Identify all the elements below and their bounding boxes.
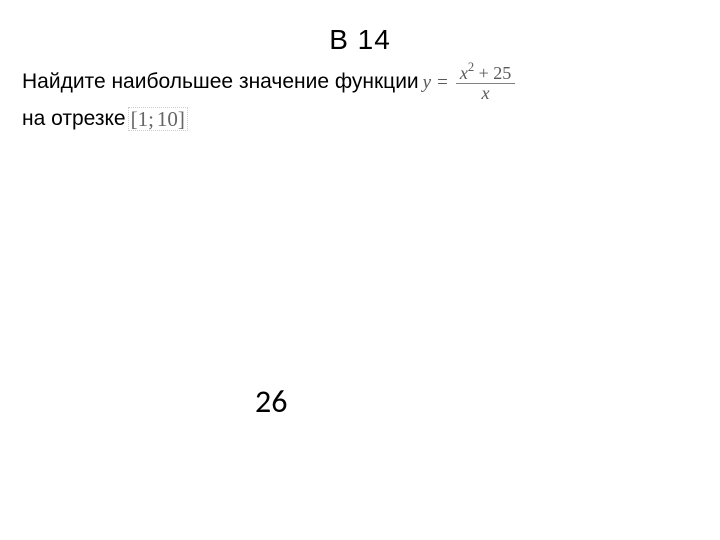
formula-equals: = bbox=[437, 70, 448, 96]
formula-numerator: x2 + 25 bbox=[456, 62, 515, 84]
problem-text-1: Найдите наибольшее значение функции bbox=[22, 68, 419, 96]
problem-statement: Найдите наибольшее значение функции y = … bbox=[22, 62, 700, 133]
interval-open: [ bbox=[131, 109, 138, 130]
numerator-rest: + 25 bbox=[474, 63, 511, 83]
interval: [1;10] bbox=[128, 107, 188, 131]
answer-value: 26 bbox=[255, 382, 287, 421]
slide-page: В 14 Найдите наибольшее значение функции… bbox=[0, 0, 720, 540]
numerator-var: x bbox=[460, 63, 468, 83]
interval-a: 1 bbox=[138, 109, 149, 130]
numerator-exponent: 2 bbox=[468, 60, 474, 74]
interval-close: ] bbox=[178, 109, 185, 130]
formula-lhs: y bbox=[423, 70, 431, 96]
problem-line-2: на отрезке [1;10] bbox=[22, 105, 700, 133]
formula: y = x2 + 25 x bbox=[423, 62, 516, 103]
slide-title: В 14 bbox=[0, 24, 720, 56]
problem-text-2: на отрезке bbox=[22, 105, 126, 133]
formula-denominator: x bbox=[478, 84, 494, 103]
interval-sep: ; bbox=[148, 109, 154, 130]
problem-line-1: Найдите наибольшее значение функции y = … bbox=[22, 62, 700, 103]
formula-fraction: x2 + 25 x bbox=[456, 62, 515, 103]
interval-b: 10 bbox=[157, 109, 178, 130]
